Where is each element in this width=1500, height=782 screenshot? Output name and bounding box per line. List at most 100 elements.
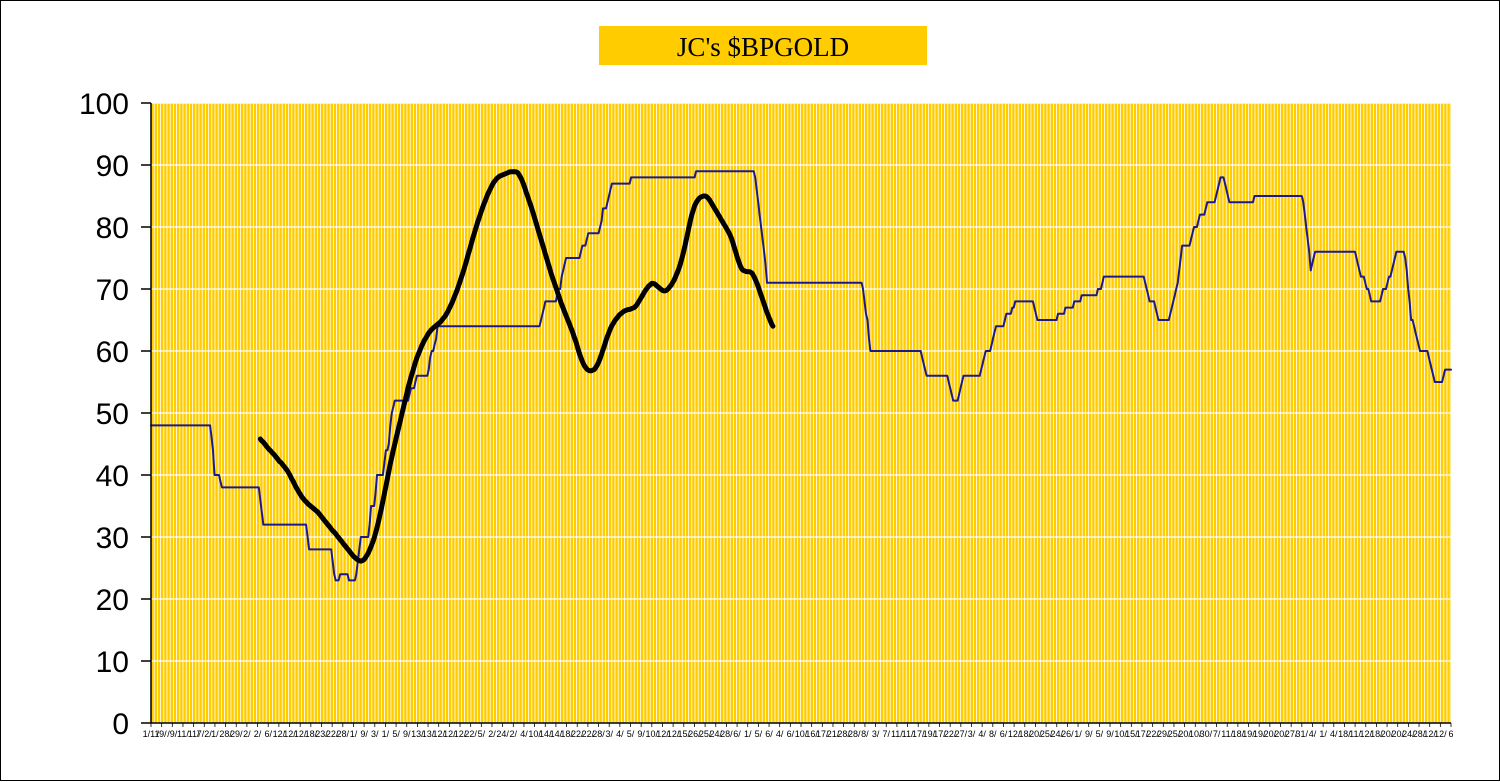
xtick-label: 12/ xyxy=(667,729,680,739)
ytick-label-0: 0 xyxy=(112,708,129,741)
xtick-label: 31/ xyxy=(1296,729,1309,739)
xtick-label: 28/ xyxy=(219,729,232,739)
xtick-label: 27/ xyxy=(955,729,968,739)
xtick-label: 11/ xyxy=(177,729,189,739)
xtick-label: 8/ xyxy=(861,729,869,739)
xtick-label: 12/ xyxy=(273,729,286,739)
xtick-label: 26/ xyxy=(1061,729,1074,739)
xtick-label: 2/ xyxy=(510,729,518,739)
xtick-label: 26/ xyxy=(688,729,701,739)
ytick-label-80: 80 xyxy=(96,212,129,245)
xtick-label: 21/ xyxy=(827,729,840,739)
xtick-label: 9/ xyxy=(403,729,411,739)
xtick-label: 11/ xyxy=(188,729,200,739)
xtick-label: 22/ xyxy=(1146,729,1159,739)
xtick-label: 18/ xyxy=(560,729,573,739)
xtick-label: 12/ xyxy=(1434,729,1447,739)
xtick-label: 17/ xyxy=(912,729,925,739)
xtick-label: 6/ xyxy=(787,729,795,739)
xtick-label: 22/ xyxy=(326,729,339,739)
xtick-label: 7/ xyxy=(882,729,890,739)
xtick-label: 13/ xyxy=(422,729,435,739)
xtick-label: 16/ xyxy=(805,729,818,739)
xtick-label: 13/ xyxy=(411,729,424,739)
xtick-label: 2/ xyxy=(488,729,496,739)
xtick-label: 3/ xyxy=(872,729,880,739)
xtick-label: 1/ xyxy=(1319,729,1327,739)
xtick-label: 28/ xyxy=(592,729,605,739)
xtick-label: 9/ xyxy=(360,729,368,739)
xtick-label: 2/ xyxy=(243,729,251,739)
xtick-label: 28/ xyxy=(848,729,861,739)
xtick-label: 5/ xyxy=(755,729,763,739)
xtick-label: 9/ xyxy=(637,729,645,739)
xtick-label: 4/ xyxy=(776,729,784,739)
xtick-label: 20/ xyxy=(1381,729,1394,739)
ytick-label-40: 40 xyxy=(96,460,129,493)
xtick-label: 29/ xyxy=(230,729,243,739)
ytick-label-100: 100 xyxy=(79,88,129,121)
title-box xyxy=(599,26,927,65)
xtick-label: 18/ xyxy=(1370,729,1383,739)
xtick-label: 5/ xyxy=(627,729,635,739)
xtick-label: 1/ xyxy=(744,729,752,739)
xtick-label: 17/ xyxy=(816,729,829,739)
ytick-label-30: 30 xyxy=(96,522,129,555)
series-line-moving-average xyxy=(257,169,776,564)
horizontal-gridlines xyxy=(151,102,1451,724)
xtick-label: 22/ xyxy=(464,729,477,739)
xtick-label: 3/ xyxy=(968,729,976,739)
xtick-label: 18/ xyxy=(305,729,318,739)
xtick-label: 7/ xyxy=(1213,729,1221,739)
xtick-label: 12/ xyxy=(1008,729,1021,739)
xtick-label: 10/ xyxy=(1189,729,1202,739)
xtick-label: 12/ xyxy=(656,729,669,739)
xtick-label: 4/ xyxy=(1309,729,1317,739)
series-line-bpgold xyxy=(150,170,1452,582)
x-axis: 1/11/9/ /9/11/11/7/2/1/28/29/2/2/6/12/12/… xyxy=(143,722,1454,739)
xtick-label: 1/ xyxy=(382,729,390,739)
chart-title-group: JC's $BPGOLD xyxy=(599,26,927,65)
xtick-label: 11/ xyxy=(1221,729,1233,739)
xtick-label: 19/ xyxy=(1242,729,1255,739)
xtick-label: 6 xyxy=(1448,729,1453,739)
xtick-label: 4/ xyxy=(520,729,528,739)
xtick-label: 24/ xyxy=(496,729,509,739)
xtick-label: /9/ xyxy=(157,729,168,739)
xtick-label: 14/ xyxy=(539,729,552,739)
xtick-label: 10/ xyxy=(646,729,659,739)
xtick-label: 3/ xyxy=(605,729,613,739)
xtick-label: 28/ xyxy=(837,729,850,739)
xtick-label: 29/ xyxy=(1157,729,1170,739)
xtick-label: 3/ xyxy=(371,729,379,739)
xtick-label: 18/ xyxy=(1019,729,1032,739)
xtick-label: 20/ xyxy=(1029,729,1042,739)
series-layer xyxy=(150,169,1452,582)
xtick-label: 7/2/ xyxy=(197,729,213,739)
xtick-label: 17/ xyxy=(933,729,946,739)
xtick-label: 4/ xyxy=(616,729,624,739)
xtick-label: 22/ xyxy=(944,729,957,739)
xtick-label: 24/ xyxy=(1050,729,1063,739)
xtick-label: 6/ xyxy=(733,729,741,739)
xtick-label: 28/ xyxy=(1413,729,1426,739)
xtick-label: 5/ xyxy=(1096,729,1104,739)
xtick-label: 17/ xyxy=(1136,729,1149,739)
xtick-label: 22/ xyxy=(582,729,595,739)
xtick-label: 15/ xyxy=(1125,729,1138,739)
xtick-label: 12/ xyxy=(294,729,307,739)
y-axis: 0 10 20 30 40 50 60 70 80 90 100 xyxy=(79,88,152,741)
ytick-label-10: 10 xyxy=(96,646,129,679)
xtick-label: 20/ xyxy=(1391,729,1404,739)
xtick-label: 6/ xyxy=(1000,729,1008,739)
xtick-label: 28/ xyxy=(720,729,733,739)
ytick-label-70: 70 xyxy=(96,274,129,307)
xtick-label: 4/ xyxy=(1330,729,1338,739)
xtick-label: 9/ xyxy=(1085,729,1093,739)
xtick-label: 12/ xyxy=(443,729,456,739)
xtick-label: 25/ xyxy=(1040,729,1053,739)
xtick-label: 6/ xyxy=(765,729,773,739)
xtick-label: 24/ xyxy=(709,729,722,739)
